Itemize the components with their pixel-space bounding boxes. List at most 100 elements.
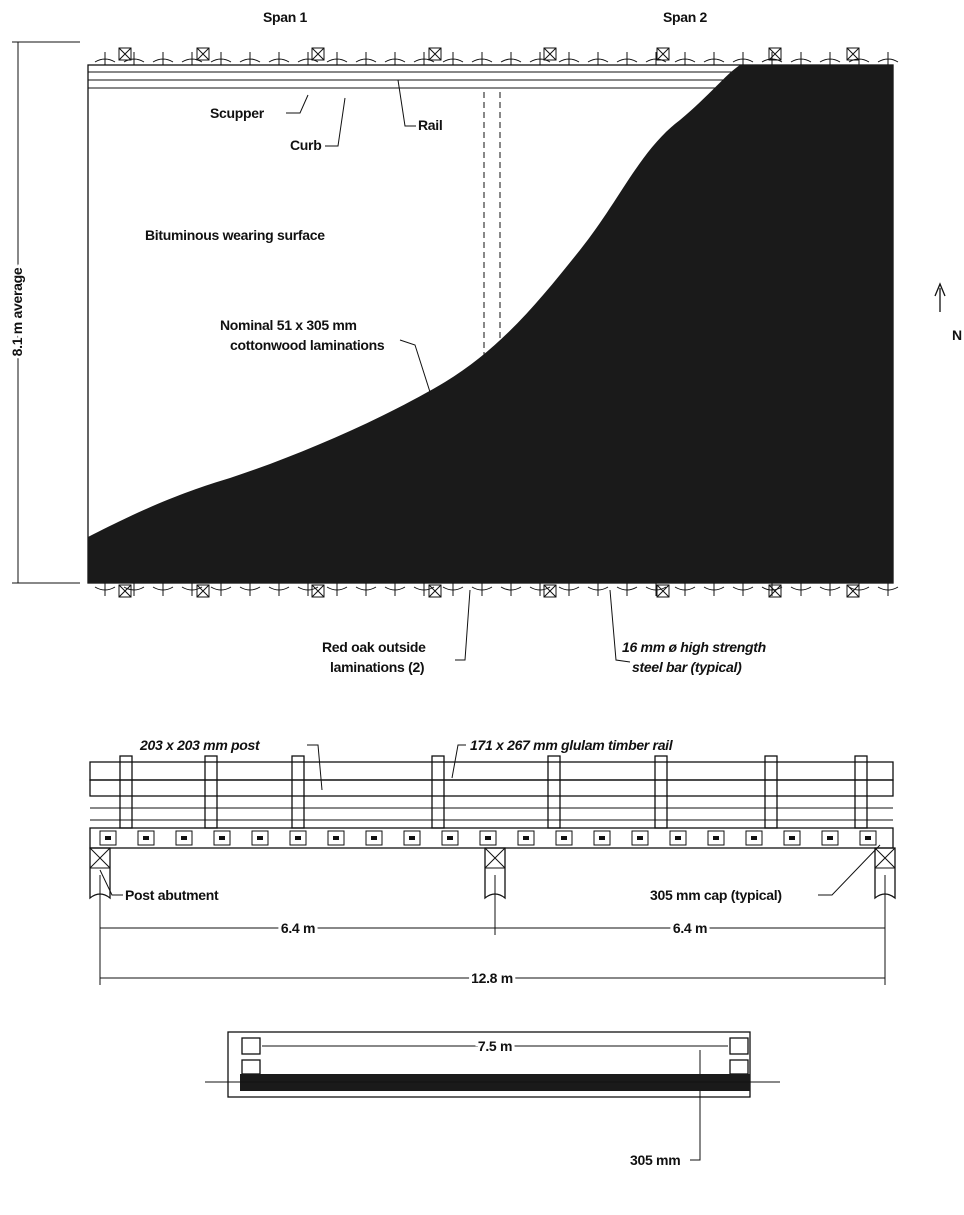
- bolt: [637, 836, 643, 840]
- block: [137, 830, 155, 846]
- cap-cross: [89, 847, 111, 869]
- curb: [241, 1059, 261, 1075]
- bar-end: [587, 52, 609, 65]
- bolt: [409, 836, 415, 840]
- post-cross: [428, 584, 442, 598]
- label: 305 mm cap (typical): [650, 887, 782, 903]
- block: [631, 830, 649, 846]
- post-cross: [118, 584, 132, 598]
- bar-end: [355, 583, 377, 596]
- bar-end: [529, 52, 551, 65]
- leader: [609, 589, 631, 663]
- label: Rail: [418, 117, 442, 133]
- bar-end: [587, 583, 609, 596]
- dimension: 8.1 m average: [9, 267, 25, 356]
- label: laminations (2): [330, 659, 424, 675]
- post-cross: [656, 584, 670, 598]
- label: Scupper: [210, 105, 265, 121]
- north-arrow: [934, 282, 946, 312]
- bolt: [865, 836, 871, 840]
- block: [289, 830, 307, 846]
- bar-end: [239, 583, 261, 596]
- post: [854, 755, 868, 829]
- post-cross: [656, 47, 670, 61]
- post: [846, 584, 860, 598]
- label: 16 mm ø high strength: [622, 639, 766, 655]
- bar-end: [732, 583, 754, 596]
- bar-end: [210, 583, 232, 596]
- block: [327, 830, 345, 846]
- post: [241, 1037, 261, 1055]
- bar-end: [181, 52, 203, 65]
- label: Bituminous wearing surface: [145, 227, 325, 243]
- post: [768, 584, 782, 598]
- bar-end: [442, 583, 464, 596]
- span-label: Span 2: [663, 9, 708, 25]
- label: 203 x 203 mm post: [139, 737, 261, 753]
- post: [196, 47, 210, 61]
- bar-end: [297, 583, 319, 596]
- bar-end: [790, 583, 812, 596]
- dimension: 6.4 m: [281, 920, 315, 936]
- block: [555, 830, 573, 846]
- label: Curb: [290, 137, 321, 153]
- rail: [89, 761, 894, 781]
- bolt: [219, 836, 225, 840]
- bar-end: [645, 52, 667, 65]
- abutment: [89, 847, 111, 900]
- dimension: 12.8 m: [471, 970, 513, 986]
- bolt: [295, 836, 301, 840]
- bolt: [827, 836, 833, 840]
- bolt: [523, 836, 529, 840]
- post: [291, 755, 305, 829]
- bolt: [561, 836, 567, 840]
- post: [543, 584, 557, 598]
- bar-end: [326, 52, 348, 65]
- block: [251, 830, 269, 846]
- bar-end: [210, 52, 232, 65]
- bolt: [675, 836, 681, 840]
- label: Post abutment: [125, 887, 219, 903]
- label: Nominal 51 x 305 mm: [220, 317, 357, 333]
- bar-end: [123, 52, 145, 65]
- post-cross: [543, 47, 557, 61]
- post-cross: [196, 47, 210, 61]
- bar-end: [703, 583, 725, 596]
- post: [656, 47, 670, 61]
- bar-end: [703, 52, 725, 65]
- bar-end: [442, 52, 464, 65]
- bar-end: [384, 583, 406, 596]
- bolt: [713, 836, 719, 840]
- bar-end: [616, 583, 638, 596]
- leader: [397, 79, 416, 127]
- post: [204, 755, 218, 829]
- bar-end: [732, 52, 754, 65]
- bolt: [789, 836, 795, 840]
- leader: [451, 744, 466, 779]
- post-cross: [118, 47, 132, 61]
- bolt: [751, 836, 757, 840]
- rail: [89, 779, 894, 797]
- post: [119, 755, 133, 829]
- block: [441, 830, 459, 846]
- bar-end: [500, 52, 522, 65]
- block: [707, 830, 725, 846]
- cap-cross: [484, 847, 506, 869]
- bar-end: [819, 52, 841, 65]
- post: [656, 584, 670, 598]
- leader: [286, 94, 309, 114]
- bar-end: [761, 52, 783, 65]
- bolt: [143, 836, 149, 840]
- post-cross: [543, 584, 557, 598]
- block: [783, 830, 801, 846]
- block: [403, 830, 421, 846]
- leader: [455, 589, 471, 661]
- bar-end: [94, 52, 116, 65]
- paved-shading: [88, 65, 893, 583]
- dimension: 7.5 m: [478, 1038, 512, 1054]
- label: 171 x 267 mm glulam timber rail: [470, 737, 674, 753]
- post: [311, 584, 325, 598]
- post: [311, 47, 325, 61]
- post-cross: [428, 47, 442, 61]
